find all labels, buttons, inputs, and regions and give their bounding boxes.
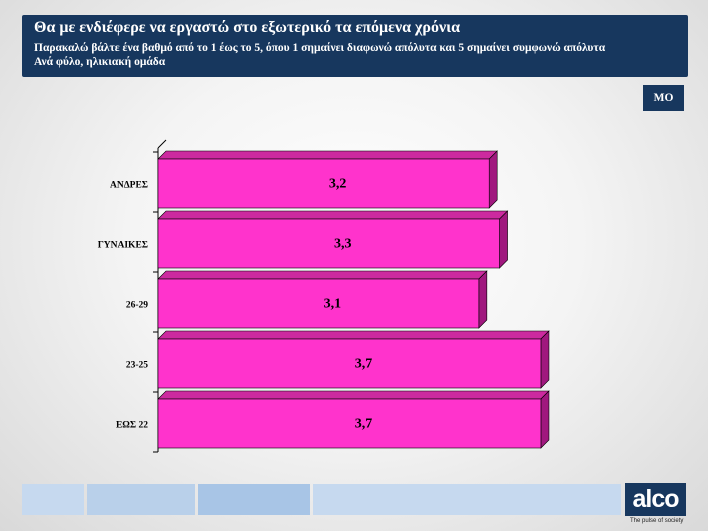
bar [157, 338, 542, 389]
chart-title: Θα με ενδιέφερε να εργαστώ στο εξωτερικό… [34, 19, 461, 36]
category-label: 26-29 [126, 301, 148, 311]
bar-value-label: 3,7 [355, 357, 373, 372]
bar-value-label: 3,3 [334, 237, 352, 252]
bar-value-label: 3,2 [329, 177, 347, 192]
category-label: 23-25 [126, 361, 148, 371]
bar-top-face [157, 210, 509, 220]
bar-top-face [157, 390, 550, 400]
title-banner: Θα με ενδιέφερε να εργαστώ στο εξωτερικό… [22, 15, 688, 77]
bar [157, 158, 490, 209]
bar-chart: 3,2 ΑΝΔΡΕΣ 3,3 ΓΥΝΑΙΚΕΣ 3,1 26-29 3,7 23-25 3,7 Ε… [98, 139, 550, 453]
bar-value-label: 3,7 [355, 417, 373, 432]
category-label: ΓΥΝΑΙΚΕΣ [98, 241, 148, 251]
bar-side-face [488, 150, 498, 209]
category-label: ΑΝΔΡΕΣ [110, 181, 148, 191]
mean-badge: ΜΟ [643, 85, 684, 111]
footer-strip-3 [198, 484, 310, 515]
bar-value-label: 3,1 [324, 297, 342, 312]
bar [157, 218, 500, 269]
bar-top-face [157, 150, 498, 160]
bar-top-face [157, 270, 488, 280]
alco-logo: alco [625, 483, 686, 516]
axis-depth-line [157, 139, 167, 149]
chart-subtitle: Παρακαλώ βάλτε ένα βαθμό από το 1 έως το… [34, 42, 606, 54]
footer-strip-1 [22, 484, 84, 515]
bar-side-face [540, 330, 550, 389]
chart-breakdown-note: Ανά φύλο, ηλικιακή ομάδα [34, 56, 166, 68]
bar-side-face [540, 390, 550, 449]
footer-strip-4 [313, 484, 621, 515]
logo-tagline: The pulse of society [630, 518, 684, 524]
footer-strip-2 [87, 484, 195, 515]
category-label: ΕΩΣ 22 [116, 421, 148, 431]
bar-side-face [478, 270, 488, 329]
bar [157, 278, 480, 329]
bar-top-face [157, 330, 550, 340]
bar-side-face [499, 210, 508, 269]
bar [157, 398, 542, 449]
